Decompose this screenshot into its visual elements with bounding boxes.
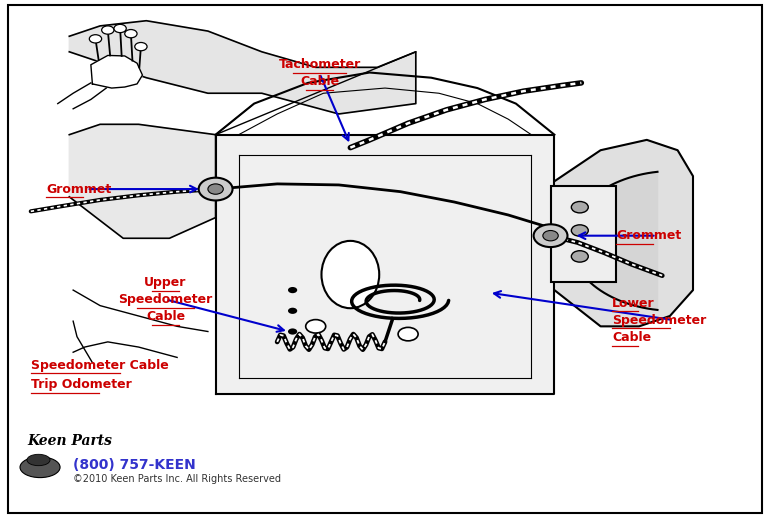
Circle shape (288, 308, 297, 314)
Text: Grommet: Grommet (46, 182, 112, 196)
Polygon shape (69, 124, 216, 238)
Circle shape (125, 30, 137, 38)
Polygon shape (570, 172, 658, 310)
Circle shape (208, 184, 223, 194)
Text: Trip Odometer: Trip Odometer (31, 378, 132, 391)
Text: Tachometer: Tachometer (279, 58, 360, 71)
Text: Grommet: Grommet (616, 229, 681, 242)
Polygon shape (91, 55, 142, 88)
Text: Lower: Lower (612, 296, 654, 310)
Polygon shape (554, 140, 693, 326)
Circle shape (571, 251, 588, 262)
Circle shape (288, 328, 297, 335)
Text: ©2010 Keen Parts Inc. All Rights Reserved: ©2010 Keen Parts Inc. All Rights Reserve… (73, 474, 281, 484)
Circle shape (135, 42, 147, 51)
Text: Cable: Cable (300, 75, 339, 89)
Circle shape (288, 287, 297, 293)
Text: Cable: Cable (612, 330, 651, 344)
Text: Keen Parts: Keen Parts (27, 434, 112, 449)
Circle shape (114, 24, 126, 33)
Text: Speedometer: Speedometer (612, 313, 706, 327)
Circle shape (89, 35, 102, 43)
Circle shape (571, 225, 588, 236)
Circle shape (102, 26, 114, 34)
Text: (800) 757-KEEN: (800) 757-KEEN (73, 458, 196, 472)
Circle shape (398, 327, 418, 341)
Ellipse shape (322, 241, 380, 308)
Ellipse shape (20, 457, 60, 478)
Bar (551, 186, 616, 282)
Text: Cable: Cable (146, 310, 185, 323)
Circle shape (199, 178, 233, 200)
Text: Upper: Upper (144, 276, 187, 289)
Circle shape (534, 224, 567, 247)
Ellipse shape (27, 454, 50, 466)
Circle shape (306, 320, 326, 333)
Text: Speedometer: Speedometer (119, 293, 213, 306)
Text: Speedometer Cable: Speedometer Cable (31, 358, 169, 372)
Circle shape (571, 202, 588, 213)
Polygon shape (216, 135, 554, 394)
Circle shape (543, 231, 558, 241)
Polygon shape (69, 21, 416, 114)
